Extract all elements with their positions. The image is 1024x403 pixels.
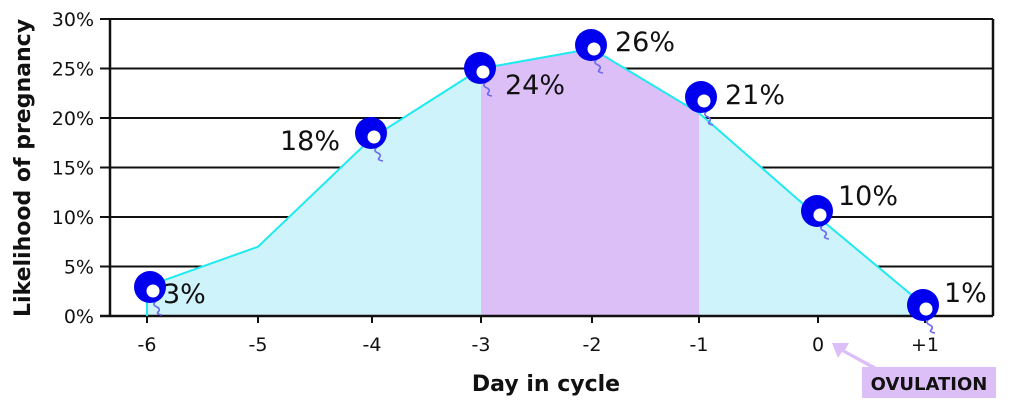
value-label: 21%	[725, 80, 785, 111]
x-tick-label: -5	[249, 334, 268, 356]
area-fill-purple-fertile-window	[481, 48, 699, 316]
ovulation-label: OVULATION	[871, 374, 988, 395]
y-tick-label: 5%	[64, 257, 94, 279]
x-tick-label: -1	[690, 334, 709, 356]
value-label: 3%	[163, 279, 206, 310]
marker-inner-dot	[146, 284, 160, 298]
axes	[100, 18, 995, 323]
marker-inner-dot	[476, 65, 490, 79]
sperm-marker-icon	[801, 195, 833, 240]
y-tick-label: 30%	[52, 9, 94, 31]
x-axis-label: Day in cycle	[472, 372, 620, 397]
value-label: 18%	[280, 126, 340, 157]
sperm-marker-icon	[134, 271, 166, 316]
data-markers: 3% 18% 24% 26% 21% 10% 1%	[134, 27, 987, 334]
area-fill	[147, 48, 925, 316]
marker-inner-dot	[697, 94, 711, 108]
sperm-marker-icon	[907, 289, 939, 334]
value-label: 24%	[505, 70, 565, 101]
x-tick-label: -3	[472, 334, 491, 356]
ovulation-annotation: OVULATION	[832, 343, 996, 398]
x-tick-label: -4	[363, 334, 382, 356]
sperm-marker-icon	[685, 81, 717, 126]
x-tick-label: +1	[911, 334, 939, 356]
sperm-marker-icon	[464, 52, 496, 97]
sperm-marker-icon	[355, 117, 387, 162]
marker-inner-dot	[367, 130, 381, 144]
likelihood-line	[146, 47, 926, 307]
ovulation-badge	[862, 367, 996, 398]
marker-inner-dot	[919, 302, 933, 316]
value-label: 1%	[944, 278, 987, 309]
sperm-marker-icon	[575, 29, 607, 74]
value-label: 10%	[838, 181, 898, 212]
y-tick-label: 20%	[52, 108, 94, 130]
x-tick-label: -6	[138, 334, 157, 356]
x-tick-label: -2	[583, 334, 602, 356]
y-axis-label: Likelihood of pregnancy	[11, 19, 36, 317]
y-tick-label: 0%	[64, 306, 94, 328]
value-label: 26%	[615, 27, 675, 58]
marker-inner-dot	[587, 42, 601, 56]
y-tick-label: 15%	[52, 158, 94, 180]
x-tick-label: 0	[812, 334, 824, 356]
y-tick-label: 10%	[52, 207, 94, 229]
ovulation-arrow-icon	[832, 343, 884, 373]
tick-labels: 0% 5% 10% 15% 20% 25% 30% -6 -5 -4 -3 -2 -1 0 +1	[52, 9, 939, 356]
marker-inner-dot	[813, 208, 827, 222]
y-tick-label: 25%	[52, 59, 94, 81]
